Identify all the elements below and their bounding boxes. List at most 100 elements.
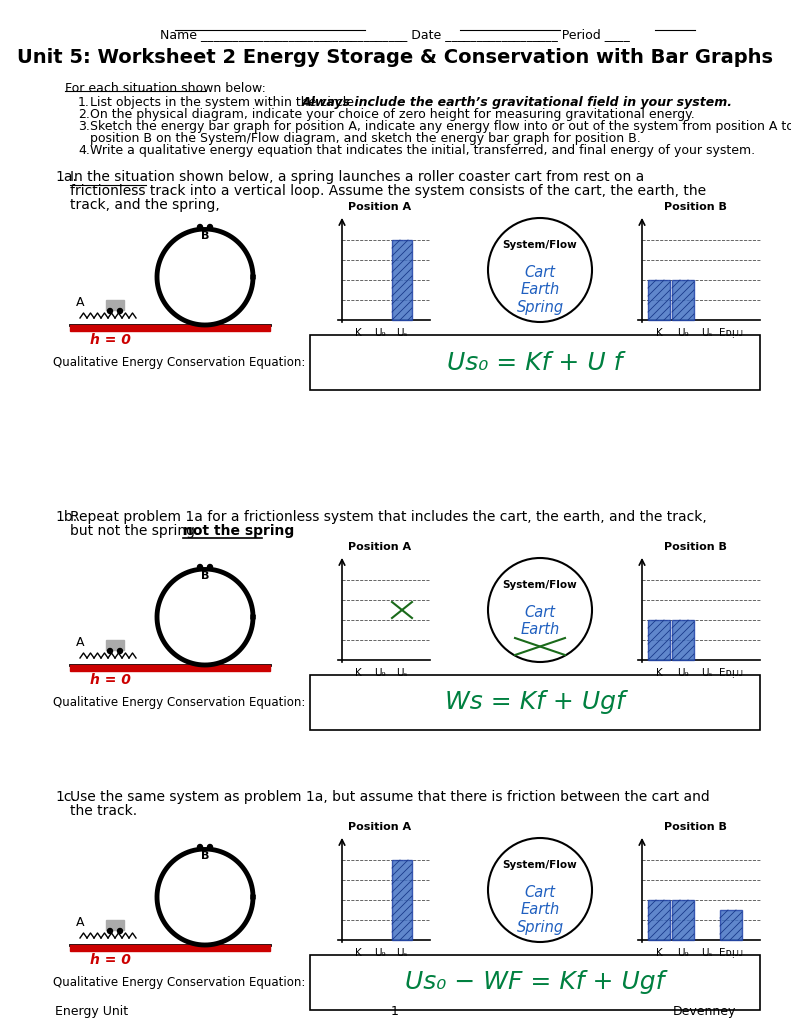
- Text: U₉: U₉: [374, 328, 386, 338]
- Text: Position A: Position A: [349, 202, 411, 212]
- Text: A: A: [76, 296, 85, 309]
- Bar: [720, 910, 742, 940]
- Text: h = 0: h = 0: [90, 673, 131, 687]
- Text: Energy Unit: Energy Unit: [55, 1005, 128, 1018]
- Circle shape: [207, 564, 213, 569]
- Text: 3.: 3.: [78, 120, 90, 133]
- Text: K: K: [354, 668, 361, 678]
- Text: h = 0: h = 0: [90, 953, 131, 967]
- Circle shape: [488, 218, 592, 322]
- Text: Write a qualitative energy equation that indicates the initial, transferred, and: Write a qualitative energy equation that…: [90, 144, 755, 157]
- Text: Position A: Position A: [349, 542, 411, 552]
- Bar: [106, 640, 124, 650]
- Text: Uₛ: Uₛ: [702, 668, 713, 678]
- Text: System/Flow: System/Flow: [502, 580, 577, 590]
- Text: Eᴅᴉᴊᴊ: Eᴅᴉᴊᴊ: [719, 328, 743, 338]
- Text: Position A: Position A: [349, 822, 411, 831]
- Text: 1: 1: [391, 1005, 399, 1018]
- Text: 4.: 4.: [78, 144, 90, 157]
- Text: Qualitative Energy Conservation Equation:: Qualitative Energy Conservation Equation…: [53, 976, 305, 989]
- Text: A: A: [76, 916, 85, 929]
- Text: 1b.: 1b.: [55, 510, 78, 524]
- Text: U₉: U₉: [374, 948, 386, 958]
- Bar: [106, 920, 124, 930]
- Bar: [106, 300, 124, 310]
- Text: U₉: U₉: [374, 668, 386, 678]
- Circle shape: [198, 564, 202, 569]
- FancyBboxPatch shape: [310, 955, 760, 1010]
- Text: Qualitative Energy Conservation Equation:: Qualitative Energy Conservation Equation…: [53, 696, 305, 709]
- Text: Uₛ: Uₛ: [396, 668, 407, 678]
- Text: Qualitative Energy Conservation Equation:: Qualitative Energy Conservation Equation…: [53, 356, 305, 369]
- Text: Use the same system as problem 1a, but assume that there is friction between the: Use the same system as problem 1a, but a…: [70, 790, 710, 804]
- Bar: [70, 665, 270, 671]
- Text: System/Flow: System/Flow: [502, 860, 577, 870]
- Bar: [392, 240, 412, 319]
- Text: K: K: [656, 948, 662, 958]
- Bar: [672, 620, 694, 660]
- Text: U₉: U₉: [677, 948, 689, 958]
- Bar: [70, 945, 270, 951]
- Circle shape: [207, 224, 213, 229]
- Text: 1c.: 1c.: [55, 790, 76, 804]
- FancyBboxPatch shape: [310, 335, 760, 390]
- Bar: [70, 325, 270, 331]
- Text: 1.: 1.: [78, 96, 90, 109]
- Circle shape: [207, 845, 213, 850]
- Text: On the physical diagram, indicate your choice of zero height for measuring gravi: On the physical diagram, indicate your c…: [90, 108, 694, 121]
- Circle shape: [108, 929, 112, 934]
- Text: Cart
Earth
Spring: Cart Earth Spring: [517, 885, 563, 935]
- Text: Uₛ: Uₛ: [702, 948, 713, 958]
- Bar: [196, 556, 214, 566]
- Text: Position B: Position B: [664, 542, 726, 552]
- Text: List objects in the system within the circle.: List objects in the system within the ci…: [90, 96, 366, 109]
- Bar: [672, 900, 694, 940]
- Circle shape: [118, 308, 123, 313]
- Text: Eᴅᴉᴊᴊ: Eᴅᴉᴊᴊ: [719, 668, 743, 678]
- Text: Eᴅᴉᴊᴊ: Eᴅᴉᴊᴊ: [719, 948, 743, 958]
- Bar: [648, 620, 670, 660]
- Text: System/Flow: System/Flow: [502, 240, 577, 250]
- Bar: [392, 860, 412, 940]
- Text: the track.: the track.: [70, 804, 137, 818]
- Circle shape: [488, 558, 592, 662]
- Text: B: B: [201, 231, 209, 241]
- Text: not the spring: not the spring: [183, 524, 294, 538]
- Text: Position B: Position B: [664, 822, 726, 831]
- Text: Always include the earth’s gravitational field in your system.: Always include the earth’s gravitational…: [301, 96, 732, 109]
- Circle shape: [118, 648, 123, 653]
- Text: K: K: [656, 668, 662, 678]
- Text: track, and the spring,: track, and the spring,: [70, 198, 220, 212]
- Text: frictionless track into a vertical loop. Assume the system consists of the cart,: frictionless track into a vertical loop.…: [70, 184, 706, 198]
- Text: Cart
Earth
Spring: Cart Earth Spring: [517, 265, 563, 314]
- Bar: [196, 216, 214, 226]
- Text: Uₛ: Uₛ: [396, 948, 407, 958]
- Text: Repeat problem 1a for a frictionless system that includes the cart, the earth, a: Repeat problem 1a for a frictionless sys…: [70, 510, 706, 524]
- Text: h = 0: h = 0: [90, 333, 131, 347]
- Text: K: K: [354, 328, 361, 338]
- Text: 1a.: 1a.: [55, 170, 77, 184]
- Bar: [196, 836, 214, 846]
- Text: Unit 5: Worksheet 2 Energy Storage & Conservation with Bar Graphs: Unit 5: Worksheet 2 Energy Storage & Con…: [17, 48, 773, 67]
- Text: B: B: [201, 571, 209, 581]
- Text: but not the spring.: but not the spring.: [70, 524, 199, 538]
- Text: Us₀ = Kf + U f: Us₀ = Kf + U f: [448, 350, 623, 375]
- Text: Devenney: Devenney: [672, 1005, 736, 1018]
- Circle shape: [198, 845, 202, 850]
- Circle shape: [118, 929, 123, 934]
- Text: K: K: [656, 328, 662, 338]
- Circle shape: [198, 224, 202, 229]
- Text: Ws = Kf + Ugf: Ws = Kf + Ugf: [445, 690, 625, 715]
- Text: Position B: Position B: [664, 202, 726, 212]
- Text: Sketch the energy bar graph for position A, indicate any energy flow into or out: Sketch the energy bar graph for position…: [90, 120, 791, 133]
- Text: position B on the System/Flow diagram, and sketch the energy bar graph for posit: position B on the System/Flow diagram, a…: [90, 132, 641, 145]
- Text: Us₀ − WF = Kf + Ugf: Us₀ − WF = Kf + Ugf: [405, 971, 664, 994]
- Text: Uₛ: Uₛ: [396, 328, 407, 338]
- Bar: [672, 280, 694, 319]
- Text: In the situation shown below, a spring launches a roller coaster cart from rest : In the situation shown below, a spring l…: [70, 170, 644, 184]
- FancyBboxPatch shape: [310, 675, 760, 730]
- Bar: [648, 280, 670, 319]
- Text: Uₛ: Uₛ: [702, 328, 713, 338]
- Circle shape: [108, 648, 112, 653]
- Text: A: A: [76, 636, 85, 649]
